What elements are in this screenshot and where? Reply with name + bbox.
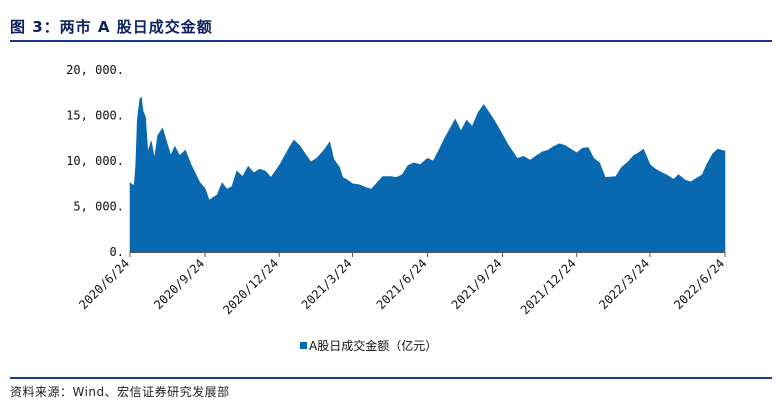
legend-swatch — [300, 342, 307, 349]
x-tick-label: 2020/12/24 — [220, 256, 281, 317]
y-tick-label: 20, 000. — [66, 63, 124, 77]
y-axis-ticks: 0. 5, 000. 10, 000. 15, 000. 20, 000. — [66, 63, 124, 259]
x-tick-label: 2020/9/24 — [151, 256, 207, 312]
source-note: 资料来源：Wind、宏信证券研究发展部 — [10, 385, 230, 399]
y-tick-label: 0. — [110, 245, 124, 259]
x-tick-label: 2021/3/24 — [299, 256, 355, 312]
legend: A股日成交金额（亿元） — [300, 338, 437, 353]
x-tick-label: 2022/6/24 — [671, 256, 727, 312]
series-area — [129, 96, 726, 253]
area-series-layer — [129, 96, 726, 253]
x-tick-label: 2021/9/24 — [449, 256, 505, 312]
legend-label: A股日成交金额（亿元） — [309, 338, 437, 353]
source-rule — [10, 377, 772, 379]
y-tick-label: 10, 000. — [66, 154, 124, 168]
y-tick-label: 5, 000. — [73, 200, 124, 214]
x-axis-ticks: 2020/6/24 2020/9/24 2020/12/24 2021/3/24 202… — [76, 252, 727, 317]
x-tick-label: 2021/6/24 — [374, 256, 430, 312]
x-tick-label: 2020/6/24 — [76, 256, 132, 312]
y-tick-label: 15, 000. — [66, 109, 124, 123]
x-tick-label: 2022/3/24 — [596, 256, 652, 312]
x-tick-label: 2021/12/24 — [518, 256, 579, 317]
figure-title: 图 3：两市 A 股日成交金额 — [10, 18, 213, 36]
title-rule — [10, 40, 772, 42]
